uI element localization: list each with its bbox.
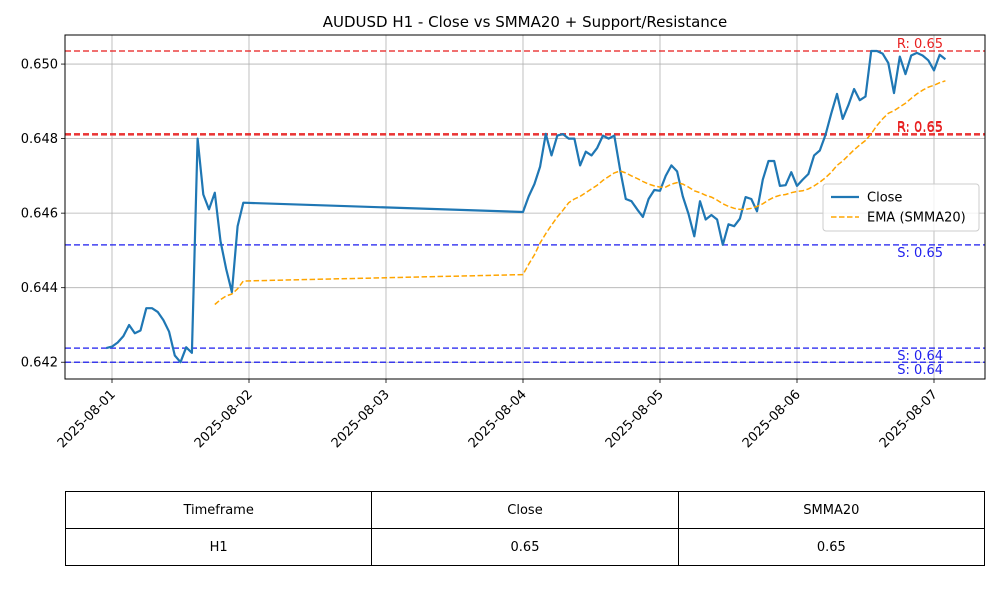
support-resistance-lines	[65, 50, 985, 363]
axes: 2025-08-01 2025-08-02 2025-08-03 2025-08-04…	[21, 58, 941, 452]
table-header-cell: SMMA20	[677, 491, 986, 529]
y-tick-label: 0.642	[21, 356, 58, 371]
x-tick-label: 2025-08-01	[55, 387, 119, 451]
table-header-cell: Timeframe	[64, 491, 373, 529]
grid-lines	[65, 35, 985, 379]
y-tick-label: 0.648	[21, 132, 58, 147]
x-tick-label: 2025-08-06	[740, 387, 804, 451]
x-tick-label: 2025-08-02	[192, 387, 256, 451]
support-label: S: 0.65	[897, 246, 943, 261]
level-labels: R: 0.65R: 0.65R: 0.65S: 0.65S: 0.64S: 0.…	[897, 37, 943, 378]
table-cell: 0.65	[677, 528, 986, 566]
legend-label-close: Close	[867, 191, 902, 206]
table-cell: H1	[64, 528, 373, 566]
support-label: S: 0.64	[897, 349, 943, 364]
legend-label-ema: EMA (SMMA20)	[867, 211, 966, 226]
smma20-series-line	[214, 80, 946, 306]
y-tick-label: 0.644	[21, 281, 58, 296]
resistance-label: R: 0.65	[897, 120, 943, 135]
plot-frame	[64, 34, 986, 380]
table-header-cell: Close	[371, 491, 679, 529]
y-tick-label: 0.650	[21, 58, 58, 73]
table-cell: 0.65	[371, 528, 679, 566]
resistance-label: R: 0.65	[897, 121, 943, 136]
x-tick-label: 2025-08-03	[329, 387, 393, 451]
summary-table: Timeframe Close SMMA20 H1 0.65 0.65	[64, 491, 986, 566]
x-tick-label: 2025-08-07	[877, 387, 941, 451]
chart-title: AUDUSD H1 - Close vs SMMA20 + Support/Re…	[323, 13, 728, 31]
table-row: H1 0.65 0.65	[64, 528, 986, 566]
legend-box	[822, 183, 980, 232]
y-tick-label: 0.646	[21, 207, 58, 222]
x-tick-label: 2025-08-04	[466, 387, 530, 451]
support-label: S: 0.64	[897, 363, 943, 378]
series-lines	[106, 49, 947, 364]
legend: Close EMA (SMMA20)	[822, 183, 980, 232]
close-series-line	[106, 49, 947, 364]
table-header-row: Timeframe Close SMMA20	[64, 491, 986, 529]
resistance-label: R: 0.65	[897, 37, 943, 52]
x-tick-label: 2025-08-05	[603, 387, 667, 451]
